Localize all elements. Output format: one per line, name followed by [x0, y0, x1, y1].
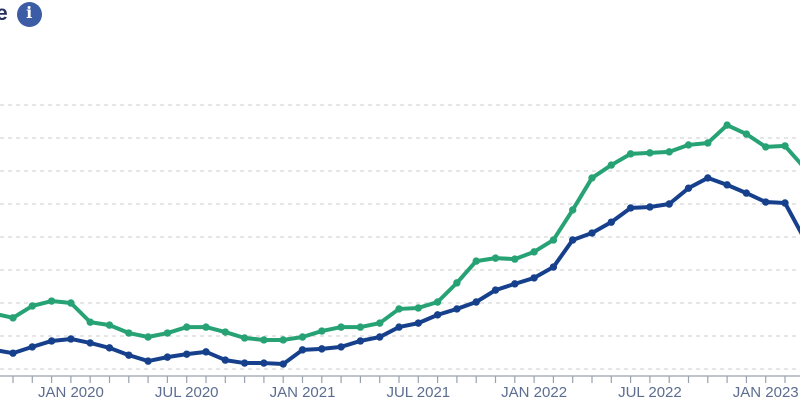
green-data-point [665, 148, 673, 156]
green-data-point [742, 130, 751, 138]
navy-data-point [240, 359, 249, 367]
navy-data-point [9, 349, 17, 357]
navy-data-point [704, 174, 712, 182]
green-data-point [260, 336, 268, 344]
navy-data-point [183, 350, 191, 358]
navy-data-point [607, 218, 615, 226]
green-data-point [298, 333, 307, 341]
navy-data-point [569, 236, 577, 244]
green-data-point [472, 257, 480, 265]
navy-data-point [511, 280, 519, 288]
navy-data-point [337, 343, 345, 351]
green-data-point [318, 327, 326, 335]
x-axis-label: JAN 2022 [501, 384, 567, 401]
navy-data-point [472, 298, 480, 306]
x-axis-label: JAN 2021 [270, 384, 336, 401]
green-data-point [414, 304, 422, 312]
navy-data-point [646, 203, 654, 211]
green-data-point [105, 321, 114, 329]
navy-data-point [762, 198, 770, 206]
green-data-point [491, 254, 500, 262]
green-data-point [569, 206, 577, 214]
info-icon-glyph: i [26, 3, 33, 22]
green-data-point [395, 305, 403, 313]
green-data-point [67, 299, 75, 307]
navy-data-point [723, 181, 731, 189]
green-data-point [144, 333, 152, 341]
green-data-point [202, 323, 210, 331]
chart-header: e i [0, 1, 42, 27]
navy-data-point [105, 344, 114, 352]
green-data-point [549, 236, 558, 244]
navy-data-point [47, 337, 56, 345]
green-data-point [86, 318, 94, 326]
green-data-point [28, 302, 36, 310]
green-data-point [9, 314, 17, 322]
green-data-point [125, 329, 133, 337]
navy-data-point [260, 359, 268, 367]
page-title-fragment: e [0, 2, 8, 25]
navy-data-point [298, 346, 307, 354]
green-data-point [684, 141, 693, 149]
info-icon[interactable]: i [16, 1, 42, 27]
green-data-point [453, 279, 461, 287]
green-data-point [530, 248, 538, 256]
green-data-point [433, 298, 442, 306]
navy-data-point [318, 345, 326, 353]
green-data-point [240, 334, 249, 342]
navy-data-point [86, 339, 94, 347]
green-data-point [279, 336, 287, 344]
green-data-point [337, 323, 345, 331]
green-data-point [376, 319, 384, 327]
navy-data-point [414, 319, 422, 327]
green-data-point [183, 323, 191, 331]
navy-data-point [395, 323, 403, 331]
navy-data-point [781, 199, 789, 207]
navy-data-point [665, 200, 673, 208]
navy-data-point [163, 353, 172, 361]
navy-data-point [125, 351, 133, 359]
navy-data-point [356, 337, 365, 345]
x-axis-label: JAN 2023 [733, 384, 799, 401]
green-data-point [47, 297, 56, 305]
x-axis-label: JUL 2020 [155, 384, 219, 401]
navy-data-point [67, 335, 75, 343]
navy-data-point [453, 305, 461, 313]
green-data-point [704, 139, 712, 147]
x-axis-label: JUL 2022 [618, 384, 682, 401]
green-data-point [163, 329, 172, 337]
green-data-point [762, 143, 770, 151]
green-data-point [221, 328, 229, 336]
navy-data-point [433, 311, 442, 319]
green-data-point [626, 150, 635, 158]
navy-data-point [202, 348, 210, 356]
navy-data-point [684, 184, 693, 192]
green-data-point [723, 121, 731, 129]
green-data-point [781, 142, 789, 150]
navy-data-point [549, 263, 558, 271]
navy-data-point [588, 229, 596, 237]
navy-data-point [279, 360, 287, 368]
x-axis-label: JUL 2021 [386, 384, 450, 401]
green-data-point [356, 323, 365, 331]
navy-data-point [530, 274, 538, 282]
green-data-point [511, 255, 519, 263]
navy-data-point [626, 204, 635, 212]
navy-data-point [28, 343, 36, 351]
green-data-point [646, 149, 654, 157]
x-axis-label: JAN 2020 [38, 384, 104, 401]
navy-data-point [221, 356, 229, 364]
green-data-point [607, 161, 615, 169]
navy-data-point [742, 189, 751, 197]
green-data-point [588, 174, 596, 182]
navy-data-point [376, 333, 384, 341]
navy-data-point [491, 286, 500, 294]
navy-data-point [144, 357, 152, 365]
